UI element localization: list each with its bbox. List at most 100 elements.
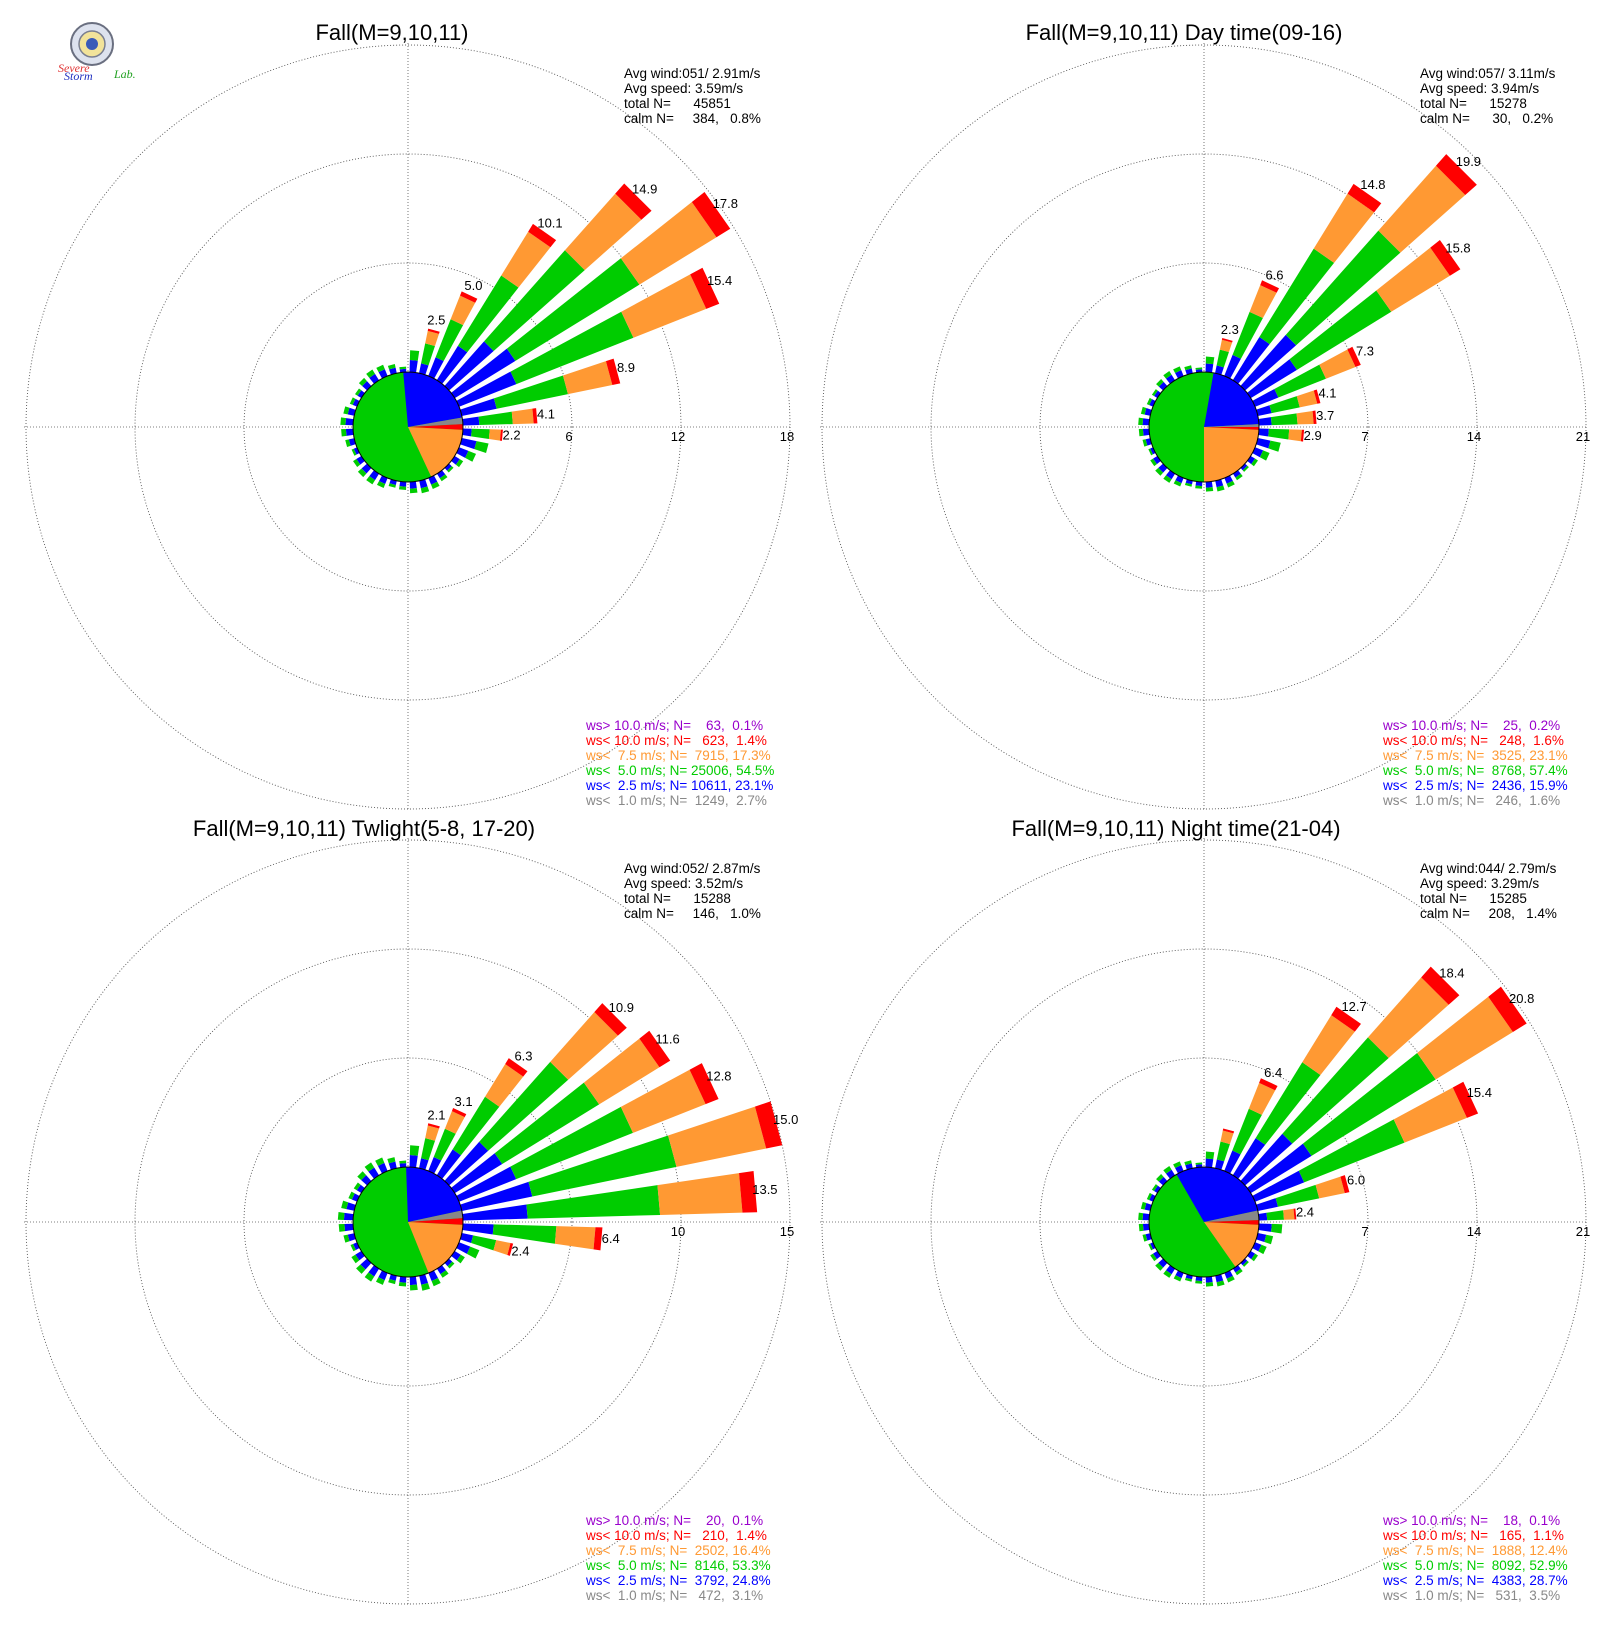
severe-storm-lab-logo: Severe Storm Lab. <box>58 22 136 83</box>
legend-entry-1: ws> 10.0 m/s; N= 20, 0.1% <box>585 1513 763 1528</box>
petal-105-segment-0 <box>460 1233 474 1243</box>
stub-195-green <box>388 483 396 488</box>
stub-265-green <box>1138 1223 1144 1232</box>
petal-45-segment-1 <box>1282 1037 1389 1144</box>
center-pie-blue <box>406 1166 462 1222</box>
stats-line-4: calm N= 146, 1.0% <box>624 906 761 921</box>
stats-line-3: total N= 15285 <box>1420 891 1527 906</box>
petal-55-segment-2 <box>1417 996 1513 1080</box>
petal-95-segment-1 <box>492 1224 557 1244</box>
stub-265-blue <box>344 1223 354 1232</box>
stub-155-blue <box>428 475 438 485</box>
center-pie-blue <box>1176 1166 1258 1222</box>
stub-245-green <box>1148 1243 1153 1251</box>
stub-335-green <box>1173 366 1182 374</box>
stub-355-green <box>1195 367 1203 370</box>
stub-245-green <box>350 1243 356 1252</box>
petal-15-segment-3 <box>1221 338 1233 343</box>
stub-245-green <box>351 448 357 456</box>
stub-235-blue <box>1153 1250 1161 1260</box>
petal-5-segment-1 <box>409 350 420 361</box>
petal-15-segment-2 <box>425 1125 440 1141</box>
stub-355-blue <box>399 1163 407 1168</box>
stats-line-2: Avg speed: 3.59m/s <box>624 81 743 96</box>
stub-355-green <box>399 366 407 370</box>
stub-155-green <box>431 481 440 490</box>
petal-75-segment-1 <box>493 375 568 409</box>
petal-115-segment-1 <box>465 450 477 462</box>
petal-5-segment-1 <box>409 1145 420 1156</box>
petal-85-segment-0 <box>1258 1212 1268 1221</box>
stub-255-green <box>345 439 351 448</box>
stats-line-1: Avg wind:044/ 2.79m/s <box>1420 861 1557 876</box>
stub-165-green <box>1216 1280 1225 1287</box>
petal-35-segment-3 <box>505 1058 528 1077</box>
petal-85-segment-0 <box>462 1204 528 1221</box>
petal-value-label: 6.3 <box>514 1049 532 1064</box>
petal-45-segment-3 <box>1435 154 1477 196</box>
petal-55-segment-1 <box>1302 1053 1436 1156</box>
legend-entry-4: ws< 5.0 m/s; N= 8092, 52.9% <box>1382 1558 1568 1573</box>
stub-175-green <box>1205 1282 1214 1287</box>
petal-55-segment-0 <box>1247 1143 1312 1194</box>
petal-25-segment-3 <box>451 1108 467 1118</box>
stub-275-blue <box>1142 418 1150 426</box>
stub-325-green <box>1163 371 1172 379</box>
petal-75-segment-0 <box>1256 405 1272 416</box>
stats-line-2: Avg speed: 3.94m/s <box>1420 81 1539 96</box>
stub-265-blue <box>1142 1223 1150 1231</box>
stub-205-green <box>1173 480 1182 487</box>
stub-175-green <box>1205 487 1214 492</box>
petal-25-segment-2 <box>450 295 476 326</box>
center-pie-orange <box>1204 427 1259 482</box>
petal-45-segment-3 <box>615 183 652 220</box>
petal-value-label: 15.4 <box>707 273 732 288</box>
stub-145-green <box>440 1270 449 1278</box>
petal-45-segment-1 <box>479 1061 569 1151</box>
center-pie-orange <box>408 1222 463 1273</box>
stub-205-green <box>1173 1275 1182 1282</box>
petal-55-segment-3 <box>1430 240 1461 276</box>
petal-105-segment-1 <box>1264 1234 1274 1245</box>
stub-285-blue <box>1144 408 1152 416</box>
petal-5-segment-1 <box>1205 1151 1215 1160</box>
legend-entry-3: ws< 7.5 m/s; N= 7915, 17.3% <box>585 748 771 763</box>
petal-15-segment-1 <box>421 343 435 366</box>
petal-45-segment-2 <box>1378 165 1466 253</box>
stub-295-green <box>348 1191 355 1200</box>
center-pie-outline <box>352 1166 464 1278</box>
petal-55-segment-1 <box>494 1082 600 1165</box>
petal-65-segment-1 <box>510 311 634 385</box>
petal-115-segment-1 <box>466 1246 480 1259</box>
stats-line-3: total N= 45851 <box>624 96 731 111</box>
ring-5 <box>243 1057 573 1387</box>
stub-315-blue <box>1158 381 1168 391</box>
legend-entry-6: ws< 1.0 m/s; N= 472, 3.1% <box>585 1588 763 1603</box>
stub-265-green <box>1138 428 1144 437</box>
stats-line-4: calm N= 208, 1.4% <box>1420 906 1557 921</box>
ring-18 <box>25 44 791 810</box>
stub-235-green <box>1150 458 1157 467</box>
stats-line-2: Avg speed: 3.52m/s <box>624 876 743 891</box>
ring-15 <box>25 839 791 1605</box>
stub-345-blue <box>389 367 397 375</box>
legend-entry-1: ws> 10.0 m/s; N= 18, 0.1% <box>1382 1513 1560 1528</box>
center-pie-orange <box>408 427 463 477</box>
petal-95-segment-1 <box>1271 1223 1283 1234</box>
stub-285-green <box>1140 1201 1147 1210</box>
petal-85-segment-1 <box>478 411 513 426</box>
logo-seal-center <box>86 38 98 50</box>
stub-355-green <box>1195 1162 1203 1165</box>
stub-175-blue <box>1205 1276 1213 1283</box>
ring-21 <box>821 839 1587 1605</box>
legend-entry-3: ws< 7.5 m/s; N= 3525, 23.1% <box>1382 748 1568 763</box>
petal-value-label: 6.4 <box>602 1231 620 1246</box>
stub-175-green <box>409 488 418 494</box>
petal-45-segment-0 <box>1240 334 1297 391</box>
stub-345-blue <box>388 1161 397 1170</box>
petal-75-segment-1 <box>1275 1184 1320 1207</box>
ring-21 <box>821 44 1587 810</box>
petal-65-segment-2 <box>1319 349 1356 379</box>
petal-45-segment-1 <box>1285 230 1401 346</box>
